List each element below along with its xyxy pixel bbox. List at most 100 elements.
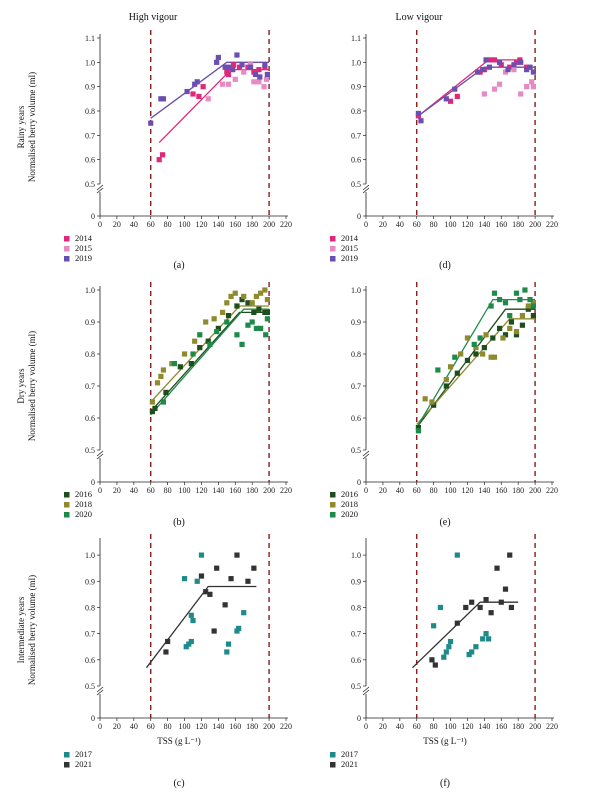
data-point-2020 <box>234 332 240 338</box>
x-tick-label: 80 <box>164 722 172 731</box>
data-point-2018 <box>513 329 520 335</box>
data-point-2021 <box>211 628 217 634</box>
legend-label-2014: 2014 <box>75 233 93 243</box>
data-point-2017 <box>441 654 447 660</box>
legend-label-2020: 2020 <box>75 509 92 519</box>
data-point-2016 <box>205 338 211 344</box>
data-point-2021 <box>498 599 504 605</box>
data-point-2014 <box>488 57 494 63</box>
data-point-2018 <box>224 300 230 306</box>
y-tick-label: 0.6 <box>85 656 95 665</box>
data-point-2017 <box>483 631 489 637</box>
data-point-2021 <box>508 604 515 611</box>
y-tick-label: 0.6 <box>351 414 361 423</box>
column-title: High vigour <box>129 12 178 23</box>
data-point-2014 <box>196 93 202 99</box>
axis-break-mark <box>362 453 370 460</box>
fit-line-2016 <box>150 311 270 413</box>
data-point-2018 <box>429 399 435 405</box>
data-point-2019 <box>184 88 190 95</box>
data-point-2018 <box>154 380 161 386</box>
x-tick-label: 0 <box>98 486 102 495</box>
fit-line-2020 <box>150 308 270 416</box>
x-tick-label: 20 <box>113 486 121 495</box>
data-point-2017 <box>437 604 443 611</box>
data-point-2016 <box>188 361 194 367</box>
panel-label: (c) <box>173 778 184 789</box>
data-point-2016 <box>197 345 203 351</box>
data-point-2018 <box>228 293 234 299</box>
data-point-2019 <box>194 79 200 85</box>
data-point-2021 <box>432 662 438 668</box>
legend-label-2021: 2021 <box>341 759 358 769</box>
data-point-2014 <box>190 91 196 97</box>
x-tick-label: 200 <box>529 486 541 495</box>
x-tick-label: 220 <box>546 220 558 229</box>
x-tick-label: 120 <box>195 722 207 731</box>
chart-panel-e: 0.5 0.6 0.7 0.8 0.9 1.0 00 20 40 60 80 100 120 140 160… <box>330 282 558 528</box>
data-point-2018 <box>158 373 164 379</box>
x-tick-label: 20 <box>379 486 387 495</box>
y-tick-label: 0.9 <box>351 577 361 586</box>
legend-label-2020: 2020 <box>341 509 358 519</box>
data-point-2018 <box>219 309 226 315</box>
y-axis-title: Intermediate years <box>16 596 26 663</box>
x-tick-label: 140 <box>212 486 224 495</box>
data-point-2021 <box>245 578 251 584</box>
data-point-2016 <box>481 345 487 351</box>
y-tick-label: 1.0 <box>351 286 361 295</box>
data-point-2018 <box>149 399 156 405</box>
y-tick-label: 0.6 <box>351 656 361 665</box>
x-tick-label: 100 <box>179 722 191 731</box>
data-point-2017 <box>186 641 192 647</box>
data-point-2018 <box>447 364 454 370</box>
legend-label-2015: 2015 <box>75 243 92 253</box>
legend-swatch-2016 <box>330 492 336 498</box>
x-tick-label: 20 <box>113 722 121 731</box>
data-point-2016 <box>245 300 251 306</box>
x-tick-label: 120 <box>195 486 207 495</box>
x-tick-label: 0 <box>98 220 102 229</box>
data-point-2019 <box>496 59 503 65</box>
data-point-2020 <box>507 313 513 319</box>
data-point-2016 <box>256 306 262 312</box>
data-point-2019 <box>264 71 270 78</box>
data-point-2016 <box>464 357 471 363</box>
panel-label: (a) <box>173 260 184 271</box>
data-point-2020 <box>452 354 458 360</box>
data-point-2014 <box>454 93 460 99</box>
legend-swatch-2017 <box>64 752 70 758</box>
legend-swatch-2019 <box>64 256 70 262</box>
data-point-2016 <box>490 335 496 341</box>
x-tick-label: 180 <box>246 486 258 495</box>
data-point-2015 <box>205 96 211 102</box>
data-point-2018 <box>253 293 260 299</box>
x-tick-label: 0 <box>364 722 368 731</box>
y-axis-title: Normalised berry volume (ml) <box>27 575 37 685</box>
data-point-2019 <box>511 62 517 68</box>
data-point-2014 <box>200 84 206 90</box>
data-point-2018 <box>530 300 536 306</box>
data-point-2017 <box>234 628 240 634</box>
x-tick-label: 200 <box>529 722 541 731</box>
data-point-2014 <box>447 98 454 104</box>
data-point-2017 <box>431 623 437 629</box>
fit-line-2019 <box>150 61 270 119</box>
data-point-2017 <box>225 641 232 647</box>
legend-swatch-2014 <box>64 236 70 242</box>
data-point-2016 <box>513 332 520 338</box>
data-point-2021 <box>251 565 257 571</box>
axis-break-mark <box>362 686 370 693</box>
data-point-2015 <box>241 69 247 75</box>
y-tick-label: 0 <box>91 212 95 221</box>
data-point-2018 <box>488 354 494 360</box>
data-point-2017 <box>485 636 492 642</box>
x-tick-label: 100 <box>445 722 457 731</box>
data-point-2019 <box>452 86 458 92</box>
y-tick-label: 0.7 <box>351 131 361 140</box>
data-point-2019 <box>234 52 240 58</box>
data-point-2016 <box>152 405 158 411</box>
x-tick-label: 120 <box>461 722 473 731</box>
data-point-2019 <box>418 118 424 124</box>
x-tick-label: 40 <box>396 722 404 731</box>
